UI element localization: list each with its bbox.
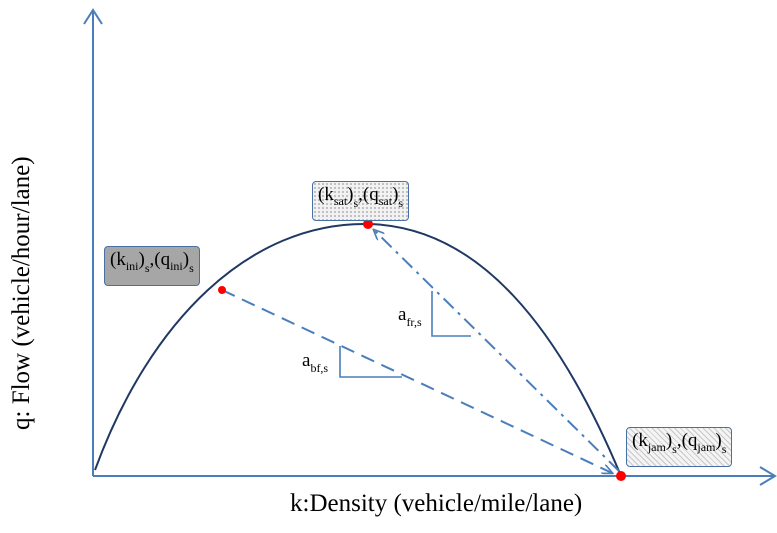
saturation-point [363,219,373,229]
x-axis-arrow [759,466,777,486]
forward-slope-label: afr,s [398,304,422,329]
backward-slope-triangle [339,346,402,378]
y-axis-label: q: Flow (vehicle/hour/lane) [8,156,35,430]
backward-wave-line [221,289,612,473]
saturation-point-label: (ksat)s,(qsat)s [312,181,410,221]
initial-point-label: (kini)s,(qini)s [104,246,200,286]
jam-point [616,471,626,481]
y-axis-arrow [83,8,103,25]
initial-point [218,286,226,294]
jam-point-label: (kjam)s,(qjam)s [626,427,733,467]
forward-wave-line [374,230,620,472]
x-axis-label: k:Density (vehicle/mile/lane) [290,490,583,517]
forward-slope-triangle [431,291,471,337]
backward-slope-label: abf,s [302,350,329,375]
